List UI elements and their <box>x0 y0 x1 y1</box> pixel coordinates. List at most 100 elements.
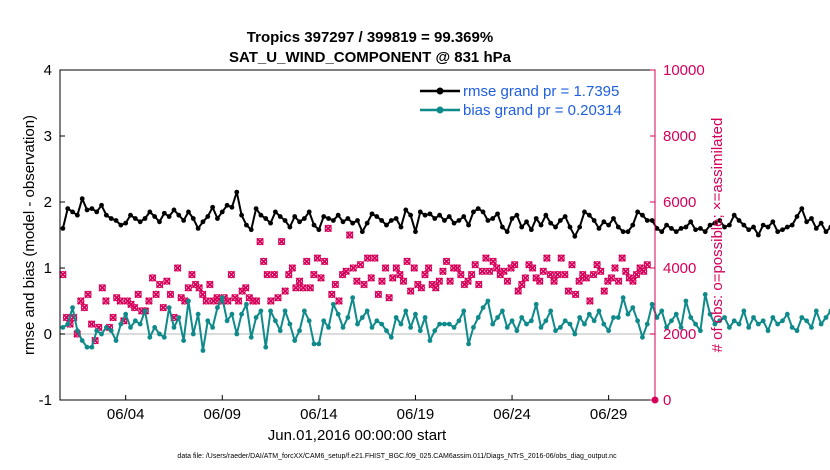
bias-point <box>659 308 665 314</box>
rmse-point <box>403 207 409 213</box>
bias-point <box>442 321 447 327</box>
obs-possible-marker <box>586 297 594 305</box>
rmse-point <box>330 218 336 223</box>
obs-possible-marker <box>514 287 522 295</box>
obs-possible-marker <box>174 264 182 272</box>
rmse-point <box>161 210 167 216</box>
obs-possible-marker <box>87 320 96 328</box>
bias-point <box>369 325 375 330</box>
x-tick-label: 06/24 <box>493 406 531 423</box>
obs-assimilated-marker <box>109 313 117 322</box>
obs-assimilated-marker <box>593 260 601 269</box>
obs-assimilated-marker <box>360 280 368 289</box>
rmse-point <box>702 229 708 235</box>
rmse-series <box>60 189 830 239</box>
obs-assimilated-marker <box>295 277 304 286</box>
obs-possible-marker <box>557 254 565 262</box>
obs-possible-marker <box>446 277 454 285</box>
rmse-point <box>582 209 587 215</box>
rmse-point <box>644 218 650 223</box>
obs-possible-marker <box>439 267 447 275</box>
obs-possible-marker <box>554 271 562 279</box>
rmse-point <box>780 227 785 233</box>
obs-possible-marker <box>371 254 379 262</box>
obs-possible-marker <box>349 264 357 272</box>
bias-point <box>321 318 327 324</box>
obs-assimilated-marker <box>586 297 594 305</box>
obs-assimilated-marker <box>223 297 232 305</box>
bias-point <box>466 341 471 347</box>
bias-point <box>509 318 515 324</box>
obs-assimilated-marker <box>521 274 530 282</box>
rmse-point <box>524 219 529 225</box>
bias-point <box>741 308 747 314</box>
bias-point <box>669 318 674 324</box>
data-file-footnote: data file: /Users/raeder/DAI/ATM_forcXX/… <box>177 453 617 460</box>
right-y-tick-label: 0 <box>663 392 671 409</box>
rmse-point <box>466 222 471 228</box>
rmse-point <box>287 224 293 230</box>
obs-assimilated-marker <box>159 303 168 312</box>
obs-possible-marker <box>353 277 361 285</box>
bias-point <box>161 334 167 340</box>
obs-possible-marker <box>399 277 408 285</box>
rmse-point <box>775 229 781 235</box>
obs-assimilated-marker <box>374 290 383 299</box>
rmse-point <box>219 209 225 215</box>
obs-possible-marker <box>342 267 350 275</box>
bias-point <box>601 321 607 327</box>
bias-point <box>553 328 558 334</box>
rmse-point <box>311 222 317 228</box>
obs-assimilated-marker <box>406 287 415 295</box>
obs-possible-marker <box>199 290 207 298</box>
bias-point <box>432 328 438 334</box>
bias-point <box>79 338 85 343</box>
bias-point <box>272 318 278 324</box>
obs-assimilated-marker <box>431 283 440 292</box>
obs-assimilated-marker <box>543 254 551 262</box>
rmse-point <box>673 229 679 235</box>
obs-assimilated-marker <box>557 254 566 262</box>
bias-point <box>99 331 104 337</box>
bias-point <box>538 325 544 330</box>
bias-point <box>524 321 529 327</box>
bias-point <box>649 301 655 307</box>
bias-point <box>765 328 771 334</box>
rmse-point <box>712 220 718 226</box>
obs-assimilated-marker <box>568 260 576 269</box>
legend-box <box>408 76 650 120</box>
obs-assimilated-marker <box>173 264 182 272</box>
bias-point <box>330 301 336 307</box>
bias-point <box>123 311 129 317</box>
obs-assimilated-marker <box>166 290 175 299</box>
obs-possible-marker <box>188 271 196 279</box>
rmse-point <box>630 222 636 228</box>
bias-point <box>215 305 220 310</box>
bias-point <box>113 338 119 343</box>
rmse-point <box>442 218 447 223</box>
obs-assimilated-marker <box>327 290 336 299</box>
rmse-point <box>543 212 549 218</box>
ticks-layer: -1 0 1 2 3 4 0 2000 4000 6000 8000 10000 06/04 06/09 0… <box>39 62 705 423</box>
rmse-point <box>316 227 322 233</box>
bias-point <box>364 308 370 314</box>
rmse-point <box>374 214 380 219</box>
bias-point <box>137 321 143 327</box>
obs-possible-marker <box>571 290 580 298</box>
obs-possible-marker <box>503 277 512 285</box>
bias-point <box>157 331 162 337</box>
obs-possible-marker <box>328 290 336 298</box>
bias-point <box>804 318 810 324</box>
bias-point <box>514 328 520 334</box>
chart-title-line1: Tropics 397297 / 399819 = 99.369% <box>247 29 493 46</box>
obs-possible-marker <box>528 264 537 272</box>
bias-point <box>722 315 727 320</box>
obs-count-layer <box>59 224 659 404</box>
rmse-point <box>640 212 645 218</box>
obs-possible-marker <box>335 297 343 305</box>
y-tick-label: 3 <box>44 128 52 145</box>
bias-point <box>760 318 766 324</box>
rmse-point <box>746 227 752 233</box>
obs-assimilated-marker <box>252 297 261 305</box>
obs-assimilated-marker <box>356 260 365 269</box>
